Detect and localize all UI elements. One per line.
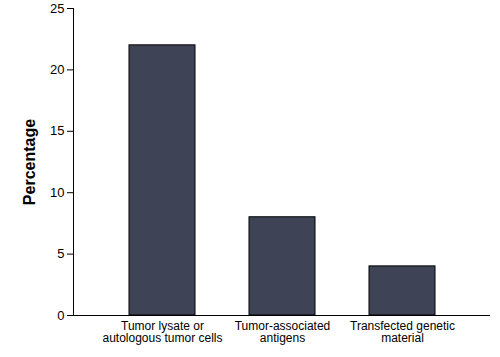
svg-text:Tumor-associatedantigens: Tumor-associatedantigens [235, 319, 331, 345]
svg-text:10: 10 [50, 185, 64, 200]
svg-text:20: 20 [50, 62, 64, 77]
svg-text:Percentage: Percentage [21, 119, 38, 205]
svg-text:25: 25 [50, 1, 64, 16]
svg-text:Tumor lysate orautologous tumo: Tumor lysate orautologous tumor cells [102, 319, 222, 345]
svg-text:15: 15 [50, 123, 64, 138]
svg-text:Transfected geneticmaterial: Transfected geneticmaterial [350, 319, 455, 345]
svg-text:0: 0 [57, 308, 64, 323]
svg-text:5: 5 [57, 246, 64, 261]
